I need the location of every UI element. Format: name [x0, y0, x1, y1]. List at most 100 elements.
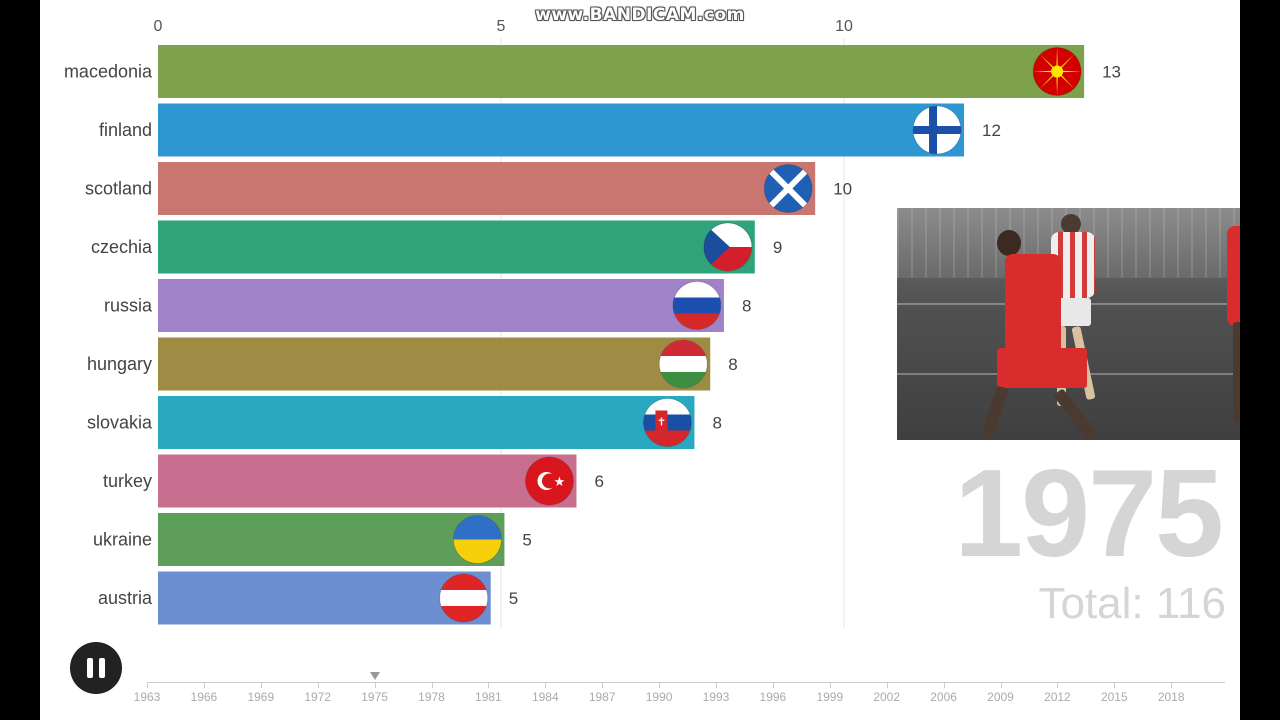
finland-flag-icon — [913, 106, 962, 154]
timeline-tick-label: 1981 — [475, 690, 502, 704]
bar-turkey — [158, 454, 577, 508]
timeline-tick-label: 2015 — [1100, 690, 1128, 704]
value-label: 5 — [522, 531, 531, 550]
bar-chart: 0 5 10 macedonia 13 finland 12 scotland 10 czechi… — [64, 18, 1121, 628]
flag-outline — [439, 573, 489, 623]
timeline-tick-label: 2006 — [930, 690, 957, 704]
timeline-tick — [203, 682, 205, 688]
value-label: 8 — [728, 355, 737, 374]
category-label: turkey — [103, 471, 152, 491]
category-label: slovakia — [87, 413, 153, 433]
bar-slovakia — [158, 396, 695, 449]
timeline-tick — [431, 682, 433, 688]
flag-outline — [763, 164, 813, 213]
category-label: macedonia — [64, 62, 153, 82]
bar-hungary — [158, 337, 711, 391]
x-tick-label: 0 — [154, 18, 163, 35]
austria-flag-icon — [439, 574, 488, 622]
x-tick-label: 10 — [835, 18, 853, 35]
scotland-flag-icon — [764, 164, 813, 213]
timeline-tick-label: 1969 — [247, 690, 275, 704]
timeline-tick — [943, 682, 945, 688]
timeline-tick — [147, 682, 148, 688]
category-label: ukraine — [93, 530, 152, 550]
svg-text:★: ★ — [554, 474, 566, 489]
category-label: russia — [104, 296, 153, 316]
slovakia-flag-icon: ✝ — [643, 398, 692, 447]
value-label: 13 — [1102, 63, 1121, 82]
timeline-tick — [1171, 682, 1173, 688]
value-label: 5 — [509, 589, 518, 608]
bar-czechia — [158, 220, 755, 274]
timeline-tick — [1000, 682, 1002, 688]
bar-scotland — [158, 162, 816, 215]
category-label: finland — [99, 120, 152, 140]
timeline-tick — [260, 682, 262, 688]
timeline-tick — [545, 682, 547, 688]
timeline-tick — [829, 682, 831, 688]
timeline-tick-label: 1999 — [816, 690, 844, 704]
timeline-tick-label: 1984 — [531, 690, 559, 704]
svg-text:✝: ✝ — [657, 417, 666, 429]
timeline-tick-label: 2002 — [873, 690, 901, 704]
timeline-tick — [772, 682, 774, 688]
category-label: austria — [98, 588, 153, 608]
bar-ukraine — [158, 513, 505, 566]
value-label: 9 — [773, 238, 782, 257]
russia-flag-icon — [672, 281, 721, 330]
timeline-tick — [1057, 682, 1059, 688]
timeline-tick-label: 1996 — [759, 690, 787, 704]
timeline-slider[interactable]: 1963 1966 1969 1972 1975 1978 1981 1984 1987 1990… — [134, 672, 1225, 712]
timeline-tick-label: 1987 — [588, 690, 616, 704]
flag-outline — [642, 398, 692, 447]
value-label: 6 — [594, 472, 603, 491]
pause-button[interactable] — [70, 642, 122, 694]
flag-outline — [452, 515, 502, 564]
timeline-tick-label: 2018 — [1157, 690, 1185, 704]
timeline-axis — [147, 682, 1225, 683]
x-tick-label: 5 — [497, 18, 506, 35]
hungary-flag-icon — [659, 340, 708, 388]
category-label: hungary — [87, 354, 152, 374]
bar-russia — [158, 279, 724, 332]
player-photo — [897, 208, 1240, 440]
timeline-tick-label: 1972 — [304, 690, 332, 704]
value-label: 8 — [712, 414, 721, 433]
turkey-flag-icon: ★ — [525, 457, 574, 505]
flag-outline — [703, 222, 753, 272]
flag-outline — [524, 456, 574, 506]
timeline-tick-label: 1978 — [418, 690, 445, 704]
category-label: scotland — [85, 179, 152, 199]
timeline-tick — [488, 682, 490, 688]
flag-outline — [658, 339, 708, 389]
flag-outline — [672, 281, 722, 330]
bar-macedonia — [158, 45, 1085, 98]
timeline-tick-label: 2009 — [987, 690, 1014, 704]
timeline-tick — [602, 682, 604, 688]
flag-outline — [912, 105, 962, 155]
timeline-marker[interactable] — [369, 672, 380, 680]
ukraine-flag-icon — [453, 515, 502, 564]
timeline-tick — [659, 682, 661, 688]
timeline-tick — [716, 682, 717, 688]
category-label: czechia — [91, 237, 153, 257]
flag-outline — [1032, 47, 1082, 96]
timeline-tick-label: 1993 — [702, 690, 730, 704]
total-label: Total: 116 — [1038, 579, 1226, 628]
watermark: www.BANDICAM.com — [535, 5, 745, 25]
value-label: 8 — [742, 297, 751, 316]
value-label: 12 — [982, 121, 1001, 140]
timeline-tick — [374, 682, 376, 688]
timeline-tick — [886, 682, 888, 688]
bar-austria — [158, 571, 491, 625]
timeline-tick-label: 1963 — [133, 690, 161, 704]
timeline-tick-label: 1966 — [190, 690, 218, 704]
macedonia-flag-icon — [1033, 47, 1082, 96]
value-label: 10 — [833, 180, 852, 199]
timeline-tick — [1114, 682, 1116, 688]
timeline-tick-label: 1990 — [645, 690, 673, 704]
year-label: 1975 — [954, 445, 1224, 583]
timeline-tick-label: 2012 — [1044, 690, 1071, 704]
chart-stage: 0 5 10 macedonia 13 finland 12 scotland 10 czechi… — [40, 0, 1240, 720]
timeline-tick-label: 1975 — [361, 690, 388, 704]
